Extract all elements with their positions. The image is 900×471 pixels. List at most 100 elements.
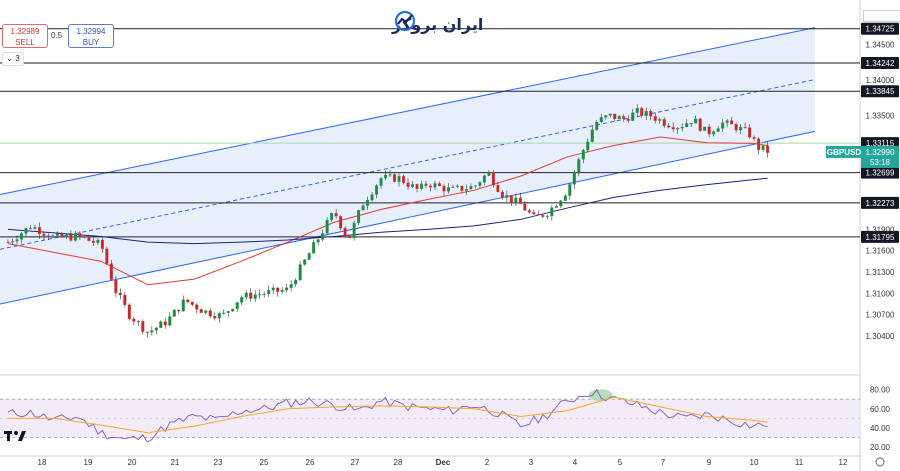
candle-body	[599, 117, 603, 123]
level-tag-2	[861, 85, 899, 98]
y-tick-0: 1.34500	[866, 41, 895, 50]
buy-price: 1.32994	[76, 27, 106, 36]
candle-body	[217, 313, 221, 319]
candle-body	[55, 233, 59, 236]
candle-body	[370, 194, 374, 201]
candle-body	[357, 210, 361, 224]
level-tag-6	[861, 230, 899, 243]
candle-body	[496, 184, 500, 193]
x-tick-13: 5	[618, 458, 623, 467]
candle-body	[730, 120, 734, 125]
candle-body	[393, 174, 397, 182]
candle-body	[37, 227, 41, 234]
candle-body	[123, 294, 127, 305]
x-tick-10: 2	[485, 458, 490, 467]
candle-body	[635, 108, 639, 113]
candle-body	[330, 213, 334, 221]
channel-fill	[0, 27, 815, 304]
candle-body	[451, 186, 455, 188]
x-tick-14: 7	[661, 458, 666, 467]
candle-body	[379, 178, 383, 186]
candle-body	[118, 292, 122, 296]
candle-body	[631, 112, 635, 121]
candle-body	[177, 309, 181, 312]
candle-body	[689, 123, 693, 125]
sell-button[interactable]: 1.32989 SELL	[2, 24, 48, 48]
candle-body	[437, 183, 441, 187]
buy-button[interactable]: 1.32994 BUY	[68, 24, 114, 48]
interval-selector[interactable]: ⌄ 3	[2, 52, 24, 66]
candle-body	[213, 316, 217, 319]
candle-body	[168, 316, 172, 326]
candle-body	[226, 311, 230, 313]
candle-body	[640, 108, 644, 116]
candle-body	[46, 235, 50, 238]
candle-body	[28, 228, 32, 230]
candle-body	[271, 287, 275, 291]
candle-body	[276, 287, 280, 292]
candle-body	[244, 292, 248, 298]
candle-body	[514, 197, 518, 203]
candle-body	[581, 150, 585, 160]
candle-body	[586, 141, 590, 151]
x-tick-0: 18	[38, 458, 47, 467]
candle-body	[186, 299, 190, 303]
level-label-3: 1.33115	[866, 139, 895, 148]
candle-body	[69, 234, 73, 241]
candle-body	[172, 309, 176, 317]
candle-body	[19, 233, 23, 240]
candle-body	[91, 240, 95, 243]
candle-body	[352, 222, 356, 239]
candle-body	[73, 233, 77, 241]
candle-body	[154, 327, 158, 331]
candle-body	[757, 138, 761, 151]
candle-body	[397, 176, 401, 182]
candle-body	[402, 176, 406, 183]
candle-body	[60, 233, 64, 238]
candle-body	[366, 199, 370, 206]
candle-body	[343, 228, 347, 236]
candle-body	[208, 310, 212, 317]
level-tag-0	[861, 22, 899, 35]
candle-body	[42, 233, 46, 236]
candle-body	[141, 321, 145, 332]
x-tick-7: 27	[351, 458, 360, 467]
moving-average-0	[7, 136, 768, 286]
candle-body	[662, 119, 666, 126]
scale-corner-button[interactable]	[863, 10, 900, 22]
candle-body	[446, 187, 450, 192]
candle-body	[24, 228, 28, 234]
level-label-0: 1.34725	[866, 25, 895, 34]
candle-body	[536, 214, 540, 216]
level-label-5: 1.32273	[866, 199, 895, 208]
level-label-6: 1.31795	[866, 233, 895, 242]
candle-body	[6, 242, 10, 244]
candle-body	[163, 321, 167, 326]
candle-body	[482, 175, 486, 183]
candle-body	[505, 195, 509, 198]
x-tick-4: 23	[214, 458, 223, 467]
candle-body	[667, 125, 671, 128]
x-tick-3: 21	[171, 458, 180, 467]
candle-body	[199, 309, 203, 313]
candle-body	[550, 207, 554, 217]
candle-body	[563, 195, 567, 201]
x-tick-11: 3	[529, 458, 534, 467]
candle-body	[136, 321, 140, 323]
moving-average-1	[7, 177, 768, 245]
candle-body	[285, 287, 289, 291]
y-tick-7: 1.30700	[866, 311, 895, 320]
candle-body	[518, 197, 522, 204]
last-price: 1.32990	[866, 148, 895, 157]
x-tick-2: 20	[128, 458, 137, 467]
candle-body	[127, 304, 131, 319]
candle-body	[527, 210, 531, 213]
candle-body	[249, 292, 253, 299]
candle-body	[64, 234, 68, 238]
candle-body	[743, 126, 747, 128]
candle-body	[181, 299, 185, 312]
candle-body	[361, 205, 365, 211]
candle-body	[428, 185, 432, 188]
candle-body	[424, 183, 428, 186]
